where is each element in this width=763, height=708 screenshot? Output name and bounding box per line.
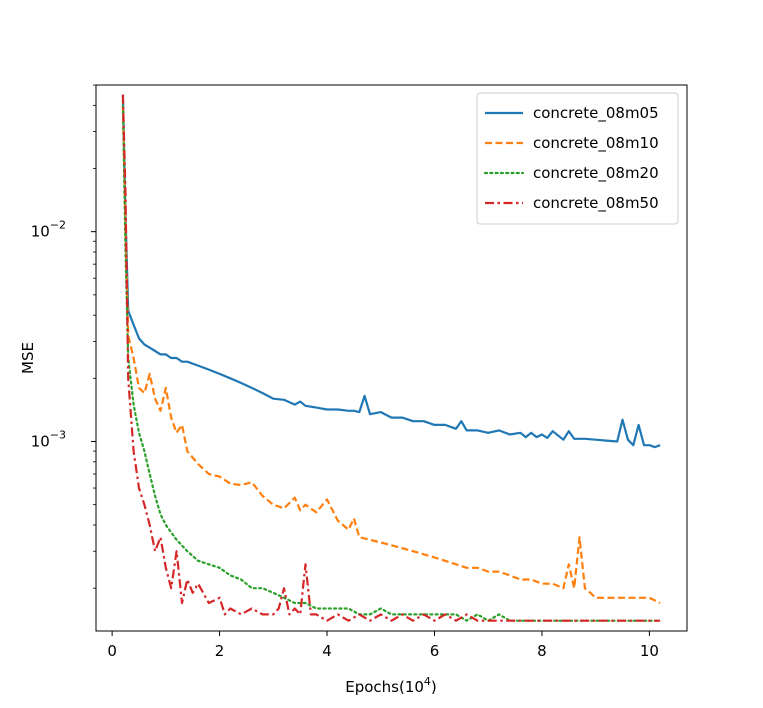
legend-label-concrete_08m50: concrete_08m50 — [533, 194, 659, 213]
plot-frame — [95, 84, 688, 632]
legend-label-concrete_08m05: concrete_08m05 — [533, 104, 659, 123]
x-tick-label: 4 — [322, 642, 332, 660]
series-line-concrete_08m05 — [121, 94, 661, 449]
axes-layer: 0 2 4 6 8 10 10−2 10−3 — [31, 84, 659, 660]
legend-label-concrete_08m10: concrete_08m10 — [533, 134, 659, 153]
x-tick-label: 2 — [215, 642, 225, 660]
legend-label-concrete_08m20: concrete_08m20 — [533, 164, 659, 183]
series-line-concrete_08m20 — [121, 99, 662, 622]
legend-box — [476, 92, 679, 225]
series-layer — [121, 94, 662, 622]
y-tick-label: 10−2 — [31, 219, 66, 241]
x-axis-label-close: ) — [431, 678, 437, 696]
x-axis-label: Epochs(104) — [345, 675, 437, 696]
legend: concrete_08m05 concrete_08m10 concrete_08m… — [476, 92, 679, 225]
x-tick-label: 8 — [537, 642, 547, 660]
x-axis-label-superscript: 4 — [424, 675, 431, 688]
y-tick-label: 10−3 — [31, 429, 66, 451]
x-tick-label: 0 — [107, 642, 117, 660]
series-line-concrete_08m50 — [121, 94, 661, 622]
x-tick-label: 10 — [640, 642, 659, 660]
x-tick-label: 6 — [430, 642, 440, 660]
y-axis-label: MSE — [19, 342, 37, 374]
